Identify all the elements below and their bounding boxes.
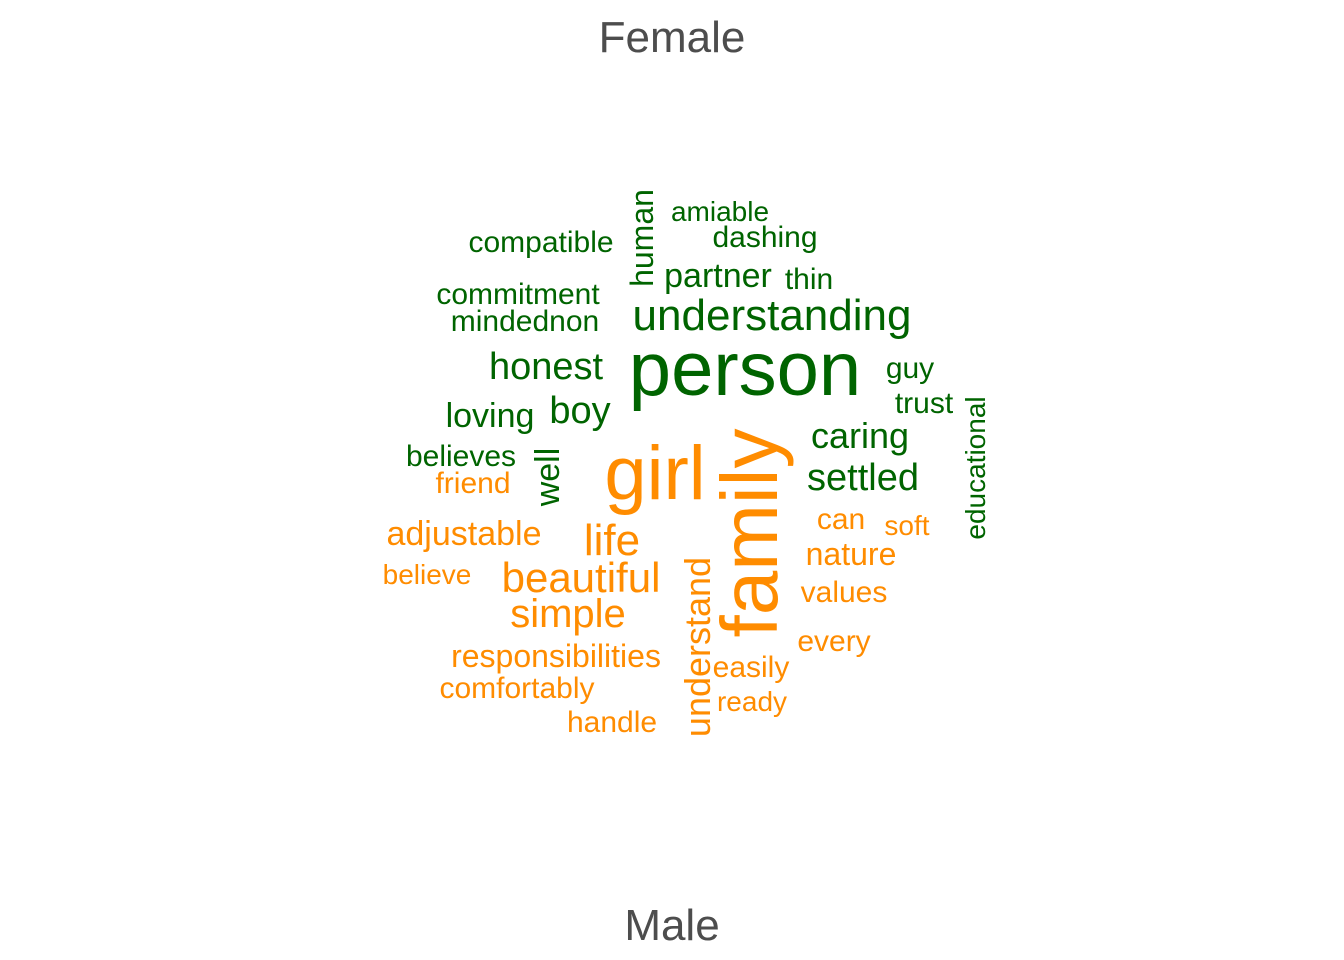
word-partner: partner xyxy=(664,259,772,293)
word-trust: trust xyxy=(895,389,953,419)
word-believe: believe xyxy=(383,561,472,589)
word-person: person xyxy=(629,332,861,408)
word-mindednon: mindednon xyxy=(451,307,599,337)
word-loving: loving xyxy=(446,399,535,433)
word-easily: easily xyxy=(713,653,790,683)
word-girl: girl xyxy=(604,436,705,512)
word-human: human xyxy=(626,189,658,287)
word-family: family xyxy=(710,429,790,638)
word-adjustable: adjustable xyxy=(386,517,541,551)
word-compatible: compatible xyxy=(468,228,613,258)
word-well: well xyxy=(531,448,565,507)
word-can: can xyxy=(817,505,865,535)
word-thin: thin xyxy=(785,265,833,295)
word-educational: educational xyxy=(962,396,990,539)
word-every: every xyxy=(797,627,870,657)
word-simple: simple xyxy=(510,594,626,634)
word-settled: settled xyxy=(807,459,919,497)
word-nature: nature xyxy=(806,538,897,570)
word-friend: friend xyxy=(435,469,510,499)
word-understanding: understanding xyxy=(633,294,912,338)
word-handle: handle xyxy=(567,708,657,738)
word-guy: guy xyxy=(886,354,934,384)
word-responsibilities: responsibilities xyxy=(451,640,661,672)
word-honest: honest xyxy=(489,348,603,386)
word-values: values xyxy=(801,578,888,608)
group-label-male: Male xyxy=(0,904,1344,948)
word-ready: ready xyxy=(717,688,787,716)
word-comfortably: comfortably xyxy=(439,674,594,704)
word-understand: understand xyxy=(680,557,716,737)
word-caring: caring xyxy=(811,418,909,454)
word-dashing: dashing xyxy=(712,223,817,253)
word-boy: boy xyxy=(549,392,610,430)
